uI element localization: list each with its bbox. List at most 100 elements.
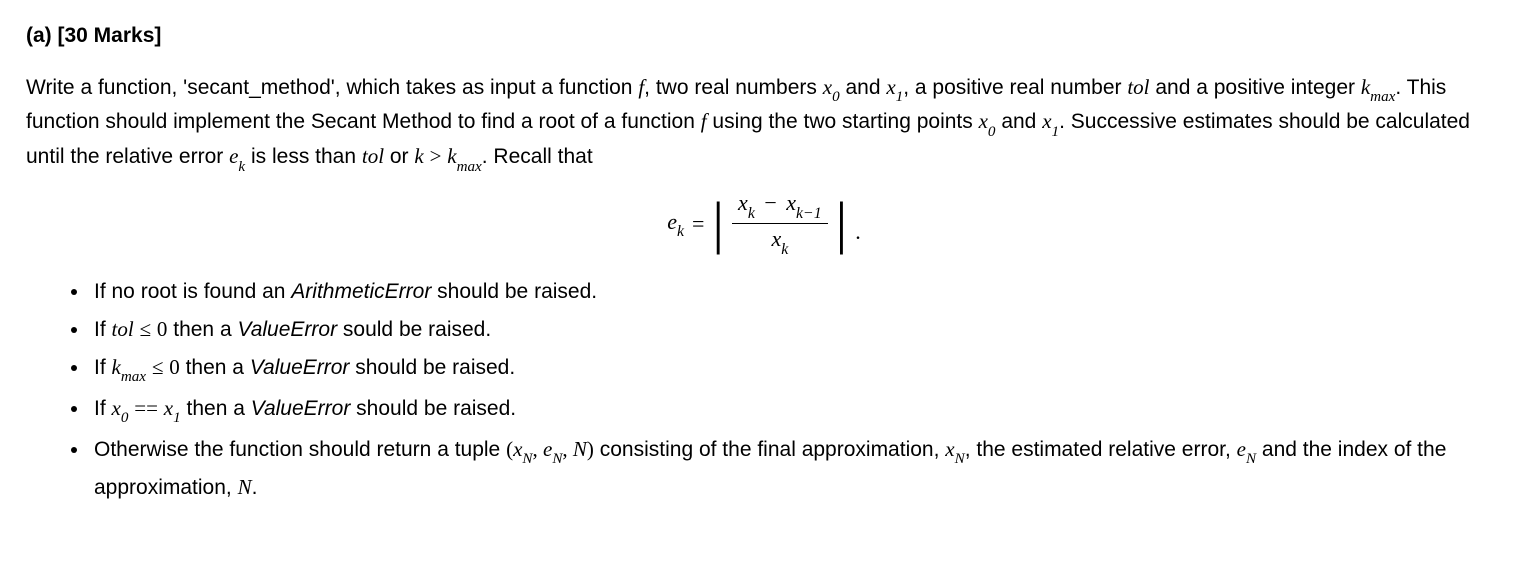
math-x1: x1 (1042, 109, 1059, 133)
text-fragment: then a (167, 318, 237, 341)
text-fragment: , a positive real number (903, 76, 1127, 99)
numerator: xk − xk−1 (732, 190, 828, 224)
math-k: k (414, 144, 423, 168)
tuple-close: ) (587, 437, 594, 461)
requirements-list: If no root is found an ArithmeticError s… (26, 274, 1502, 508)
math-ek: ek (667, 205, 684, 242)
text-fragment: Write a function, 'secant_method', which… (26, 76, 638, 99)
subscript: max (1370, 89, 1395, 105)
list-item: If tol ≤ 0 then a ValueError sould be ra… (90, 312, 1502, 350)
var: x (164, 396, 173, 420)
math-N: N (573, 437, 587, 461)
error-name: ValueError (237, 318, 337, 341)
error-name: ValueError (251, 397, 351, 420)
period: . (855, 215, 861, 256)
text-fragment: then a (181, 397, 251, 420)
math-xk: xk (738, 190, 755, 215)
var: x (945, 437, 954, 461)
var: x (112, 396, 121, 420)
subscript: 0 (988, 124, 996, 140)
var: x (1042, 109, 1051, 133)
error-name: ArithmeticError (291, 280, 431, 303)
text-fragment: . Recall that (482, 145, 593, 168)
leq-sign: ≤ (152, 355, 164, 379)
text-fragment: should be raised. (349, 356, 515, 379)
tuple-sep: , (532, 437, 543, 461)
var: e (667, 209, 677, 234)
math-ek: ek (229, 144, 245, 168)
var: x (738, 190, 748, 215)
subscript: N (955, 451, 965, 467)
var: k (112, 355, 121, 379)
var: e (543, 437, 552, 461)
subscript: k (781, 241, 788, 258)
var: x (513, 437, 522, 461)
subscript: max (121, 369, 146, 385)
leq-sign: ≤ (140, 317, 152, 341)
list-item: Otherwise the function should return a t… (90, 432, 1502, 509)
math-xN: xN (513, 437, 532, 461)
text-fragment: then a (180, 356, 250, 379)
zero: 0 (169, 355, 180, 379)
subscript: 0 (121, 410, 129, 426)
var: x (786, 190, 796, 215)
text-fragment: Otherwise the function should return a t… (94, 438, 506, 461)
zero: 0 (157, 317, 168, 341)
text-fragment: If no root is found an (94, 280, 291, 303)
math-eN: eN (1237, 437, 1256, 461)
math-x0: x0 (979, 109, 996, 133)
var: x (979, 109, 988, 133)
list-item: If x0 == x1 then a ValueError should be … (90, 391, 1502, 432)
equation-block: ek = | xk − xk−1 xk | . (26, 190, 1502, 256)
text-fragment: should be raised. (431, 280, 597, 303)
fraction: xk − xk−1 xk (732, 190, 828, 256)
part-heading: (a) [30 Marks] (26, 20, 1502, 52)
list-item: If kmax ≤ 0 then a ValueError should be … (90, 350, 1502, 391)
math-tol: tol (112, 317, 134, 341)
text-fragment: should be raised. (350, 397, 516, 420)
problem-paragraph: Write a function, 'secant_method', which… (26, 72, 1502, 177)
minus-sign: − (760, 190, 780, 215)
subscript: N (552, 451, 562, 467)
text-fragment: . (252, 476, 258, 499)
abs-bar-left: | (712, 194, 724, 252)
math-kmax: kmax (447, 144, 482, 168)
text-fragment: , two real numbers (644, 76, 823, 99)
math-kmax: kmax (1361, 75, 1396, 99)
text-fragment: using the two starting points (707, 110, 979, 133)
subscript: N (1246, 451, 1256, 467)
math-xN: xN (945, 437, 964, 461)
text-fragment: and a positive integer (1155, 76, 1360, 99)
math-kmax: kmax (112, 355, 147, 379)
text-fragment: , the estimated relative error, (965, 438, 1237, 461)
text-fragment: If (94, 397, 112, 420)
math-x1: x1 (164, 396, 181, 420)
subscript: k−1 (796, 205, 822, 222)
math-xk: xk (771, 226, 788, 251)
abs-bar-right: | (836, 194, 848, 252)
var: e (1237, 437, 1246, 461)
gt-sign: > (430, 144, 442, 168)
var: x (771, 226, 781, 251)
list-item: If no root is found an ArithmeticError s… (90, 274, 1502, 312)
subscript: k (238, 159, 245, 175)
subscript: N (522, 451, 532, 467)
subscript: k (748, 205, 755, 222)
math-xk-1: xk−1 (786, 190, 821, 215)
error-name: ValueError (250, 356, 350, 379)
subscript: 1 (173, 410, 181, 426)
text-fragment: is less than (245, 145, 362, 168)
subscript: max (457, 159, 482, 175)
var: k (1361, 75, 1370, 99)
math-tol: tol (362, 144, 384, 168)
math-tol: tol (1127, 75, 1149, 99)
text-fragment: sould be raised. (337, 318, 491, 341)
math-x1: x1 (886, 75, 903, 99)
text-fragment: If (94, 356, 112, 379)
text-fragment: consisting of the final approximation, (594, 438, 945, 461)
subscript: k (677, 223, 684, 240)
math-N: N (238, 475, 252, 499)
math-eN: eN (543, 437, 562, 461)
subscript: 1 (896, 89, 904, 105)
text-fragment: and (840, 76, 887, 99)
